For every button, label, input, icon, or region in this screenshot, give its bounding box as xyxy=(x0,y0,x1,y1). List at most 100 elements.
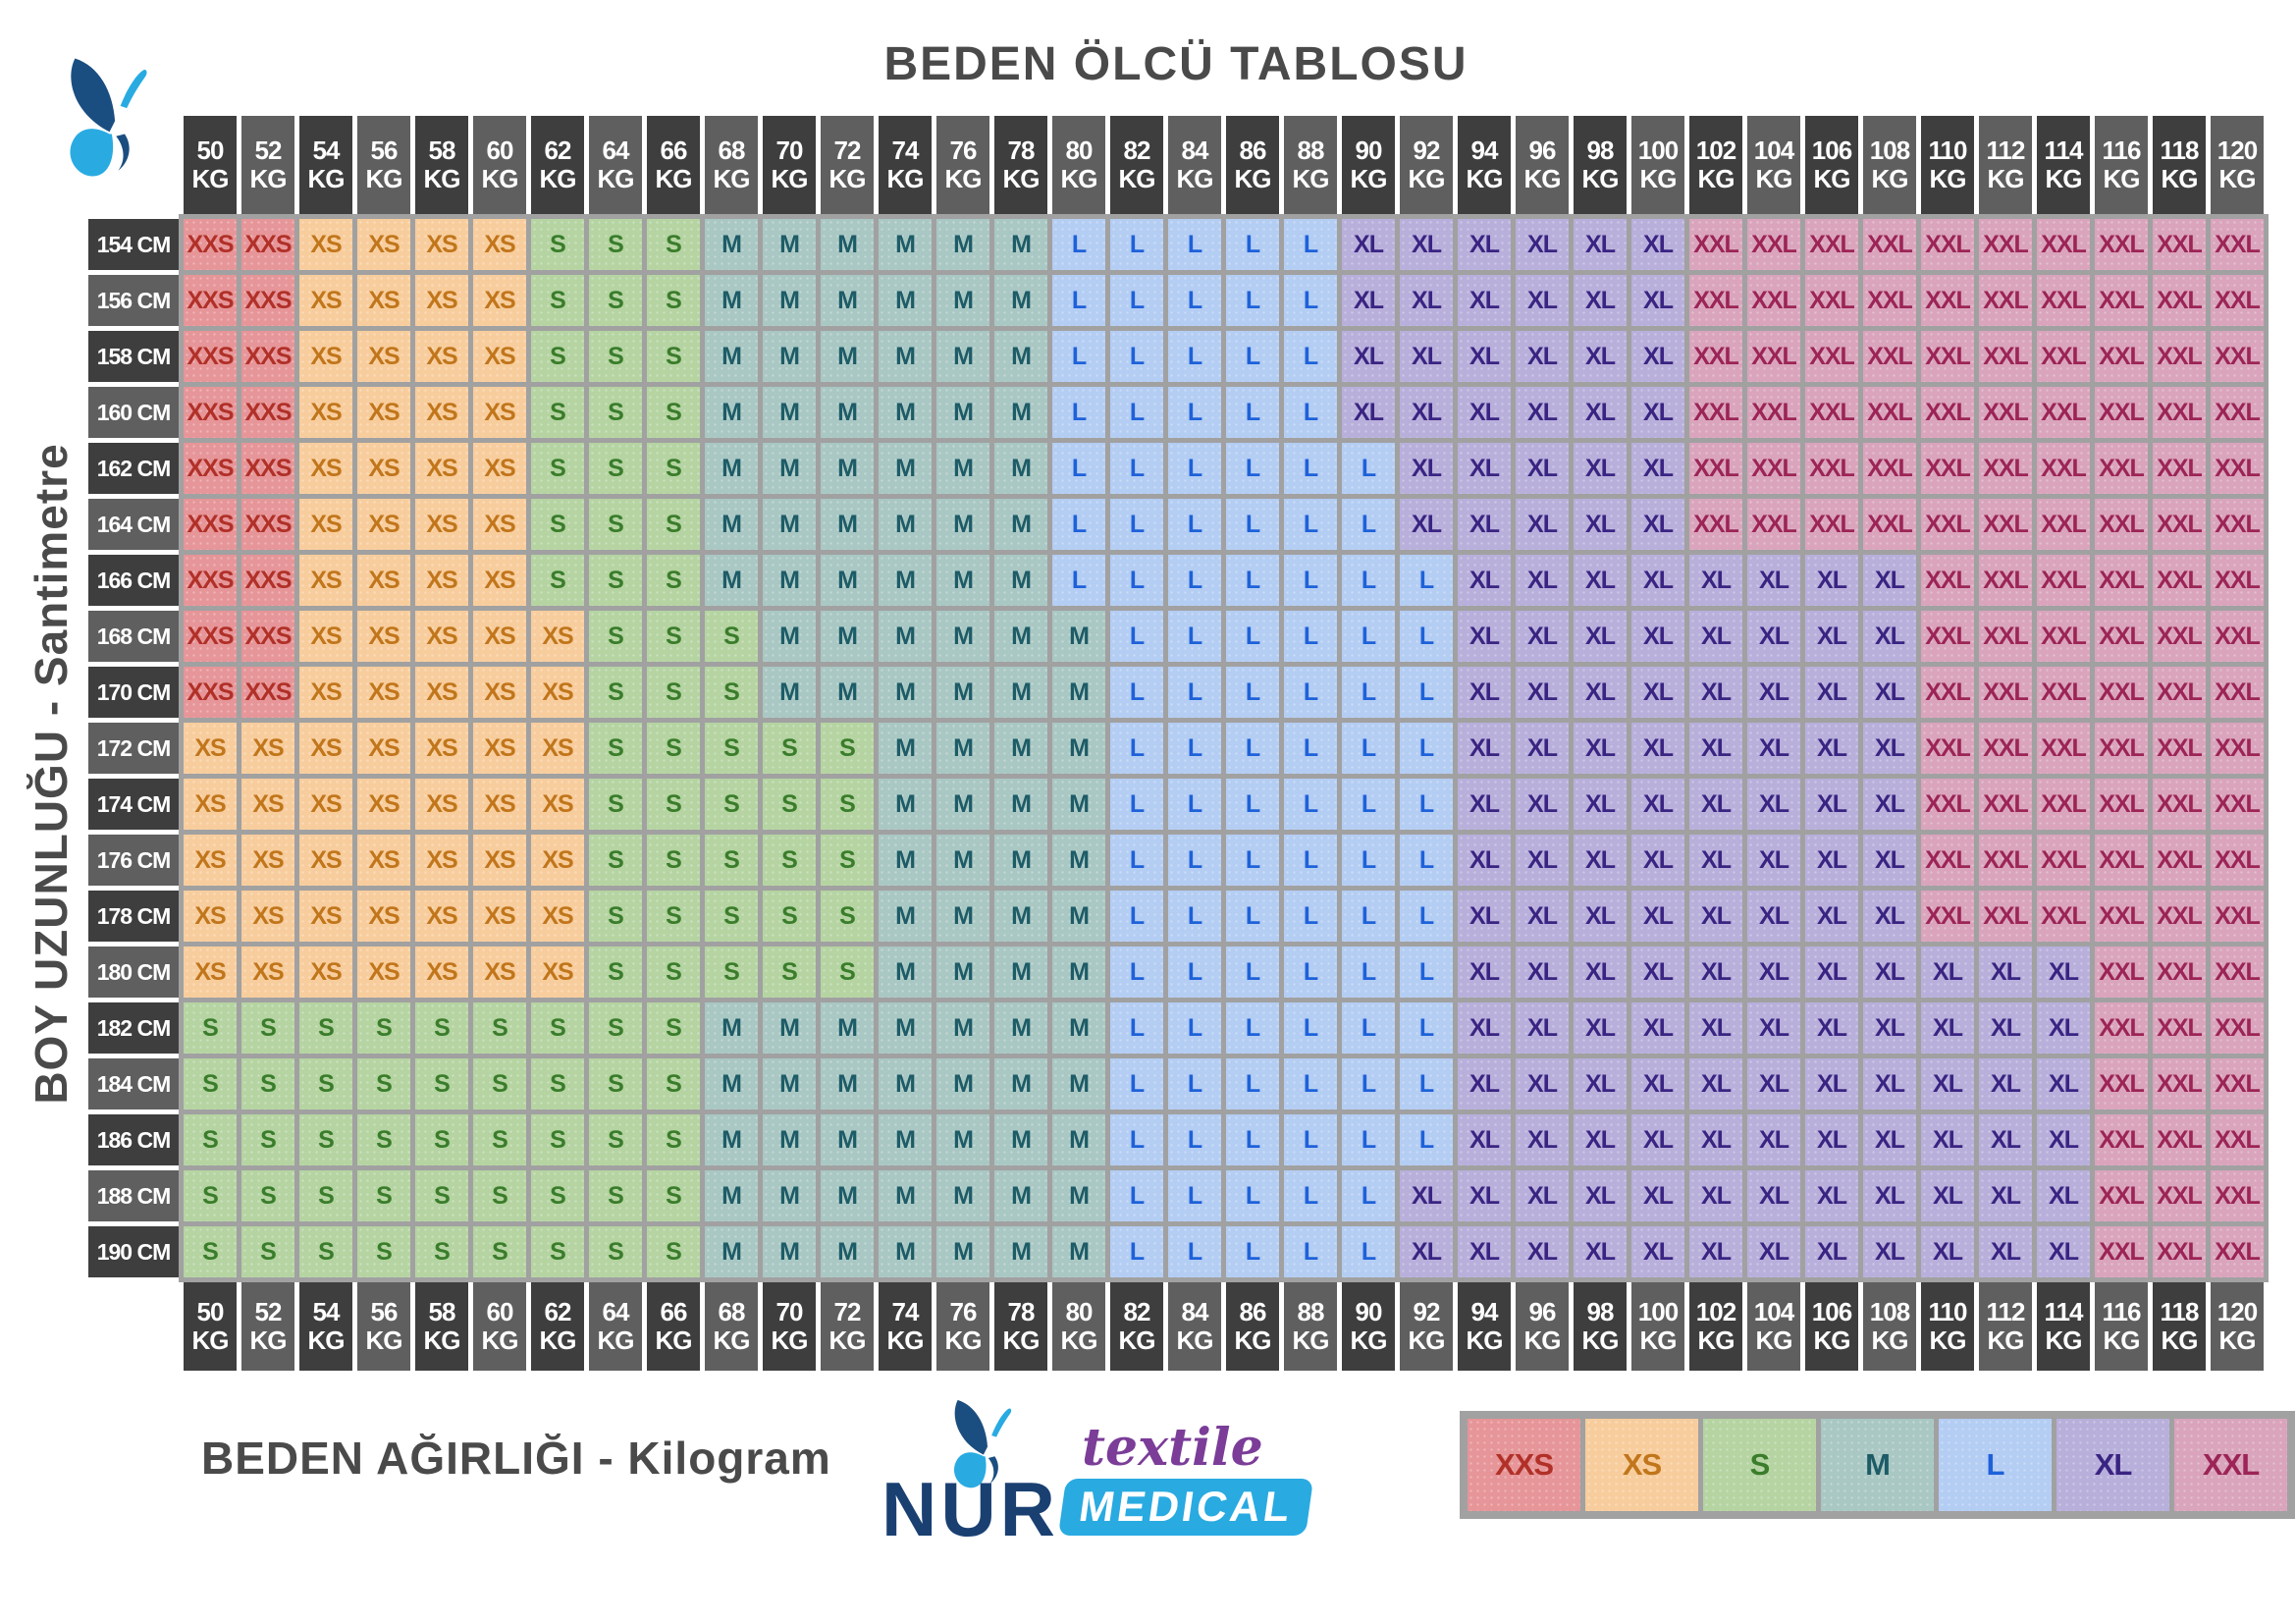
size-cell: S xyxy=(705,835,758,886)
size-cell: M xyxy=(994,1002,1047,1054)
size-cell: XXL xyxy=(2211,443,2264,494)
size-cell: L xyxy=(1400,1058,1453,1109)
size-cell: M xyxy=(936,331,989,382)
weight-unit: KG xyxy=(1871,164,1909,193)
size-cell: L xyxy=(1168,499,1221,550)
weight-unit: KG xyxy=(1292,1325,1330,1355)
size-cell: XL xyxy=(1458,947,1511,998)
size-cell: XS xyxy=(184,891,237,942)
size-cell: XL xyxy=(1400,499,1453,550)
weight-value: 88 xyxy=(1297,1297,1325,1327)
size-cell: XL xyxy=(1863,723,1916,774)
weight-header-bottom: 110 KG xyxy=(1921,1282,1974,1371)
size-cell: L xyxy=(1168,1114,1221,1165)
weight-unit: KG xyxy=(365,1325,403,1355)
weight-header-bottom: 108 KG xyxy=(1863,1282,1916,1371)
height-header: 162 CM xyxy=(88,443,179,494)
size-cell: M xyxy=(705,219,758,270)
size-cell: M xyxy=(936,1114,989,1165)
weight-value: 92 xyxy=(1413,135,1441,166)
weight-unit: KG xyxy=(481,164,519,193)
size-cell: XL xyxy=(1805,779,1858,830)
size-cell: XS xyxy=(299,891,352,942)
size-cell: S xyxy=(647,835,700,886)
size-cell: M xyxy=(763,1226,816,1277)
size-cell: L xyxy=(1284,331,1337,382)
size-cell: XXL xyxy=(1921,387,1974,438)
size-cell: XL xyxy=(1747,555,1800,606)
weight-value: 102 xyxy=(1695,135,1736,166)
size-cell: S xyxy=(647,1058,700,1109)
size-cell: XL xyxy=(1516,1170,1569,1221)
size-legend: XXS XS S M L XL XXL xyxy=(1460,1411,2295,1519)
weight-unit: KG xyxy=(1466,164,1504,193)
size-cell: XS xyxy=(415,611,468,662)
size-cell: XL xyxy=(1747,1226,1800,1277)
size-cell: S xyxy=(763,891,816,942)
size-cell: XS xyxy=(184,779,237,830)
weight-unit: KG xyxy=(1002,1325,1041,1355)
size-cell: XS xyxy=(415,219,468,270)
size-cell: XXL xyxy=(2153,1114,2206,1165)
size-cell: S xyxy=(647,555,700,606)
size-cell: XXL xyxy=(2211,1002,2264,1054)
size-cell: XXL xyxy=(2211,1170,2264,1221)
weight-value: 114 xyxy=(2044,1297,2084,1327)
size-cell: XL xyxy=(1631,667,1684,718)
size-cell: M xyxy=(1052,1114,1105,1165)
size-cell: M xyxy=(1052,1226,1105,1277)
size-cell: XXL xyxy=(1921,443,1974,494)
weight-value: 78 xyxy=(1007,135,1036,166)
size-cell: L xyxy=(1110,275,1163,326)
size-cell: M xyxy=(879,667,932,718)
size-cell: L xyxy=(1226,499,1279,550)
size-cell: XL xyxy=(1979,1058,2032,1109)
size-cell: M xyxy=(1052,947,1105,998)
size-cell: XXL xyxy=(2095,1170,2148,1221)
size-cell: L xyxy=(1052,219,1105,270)
size-cell: XS xyxy=(415,443,468,494)
weight-unit: KG xyxy=(2103,164,2141,193)
size-cell: XXL xyxy=(2095,723,2148,774)
weight-header-bottom: 96 KG xyxy=(1516,1282,1569,1371)
size-cell: M xyxy=(936,835,989,886)
size-cell: S xyxy=(531,443,584,494)
weight-header-top: 94 KG xyxy=(1458,116,1511,214)
size-cell: XXL xyxy=(1689,219,1742,270)
size-cell: XS xyxy=(241,891,294,942)
size-cell: M xyxy=(821,443,874,494)
weight-header-top: 104 KG xyxy=(1747,116,1800,214)
size-cell: XXL xyxy=(1979,611,2032,662)
size-cell: XXL xyxy=(2153,835,2206,886)
size-cell: XXL xyxy=(1805,331,1858,382)
size-cell: L xyxy=(1342,1226,1395,1277)
size-cell: XL xyxy=(1342,219,1395,270)
size-cell: XS xyxy=(531,779,584,830)
size-cell: L xyxy=(1052,555,1105,606)
size-cell: M xyxy=(994,555,1047,606)
size-cell: M xyxy=(879,779,932,830)
size-cell: XS xyxy=(473,891,526,942)
size-cell: M xyxy=(705,275,758,326)
size-cell: XXS xyxy=(184,667,237,718)
size-cell: XXL xyxy=(2037,667,2090,718)
size-cell: M xyxy=(994,443,1047,494)
size-cell: L xyxy=(1226,1058,1279,1109)
size-cell: XXL xyxy=(1921,275,1974,326)
size-cell: XL xyxy=(1631,387,1684,438)
size-cell: XXS xyxy=(241,387,294,438)
size-cell: XL xyxy=(1516,667,1569,718)
size-cell: XL xyxy=(2037,1058,2090,1109)
legend-item-xxs: XXS xyxy=(1468,1419,1580,1511)
size-cell: XS xyxy=(357,387,410,438)
size-cell: L xyxy=(1284,667,1337,718)
weight-value: 52 xyxy=(254,1297,283,1327)
size-cell: XXL xyxy=(2095,555,2148,606)
weight-header-top: 108 KG xyxy=(1863,116,1916,214)
weight-unit: KG xyxy=(828,164,867,193)
size-cell: L xyxy=(1342,555,1395,606)
size-cell: L xyxy=(1226,555,1279,606)
size-cell: S xyxy=(473,1170,526,1221)
size-cell: XXL xyxy=(2211,667,2264,718)
size-cell: M xyxy=(936,667,989,718)
